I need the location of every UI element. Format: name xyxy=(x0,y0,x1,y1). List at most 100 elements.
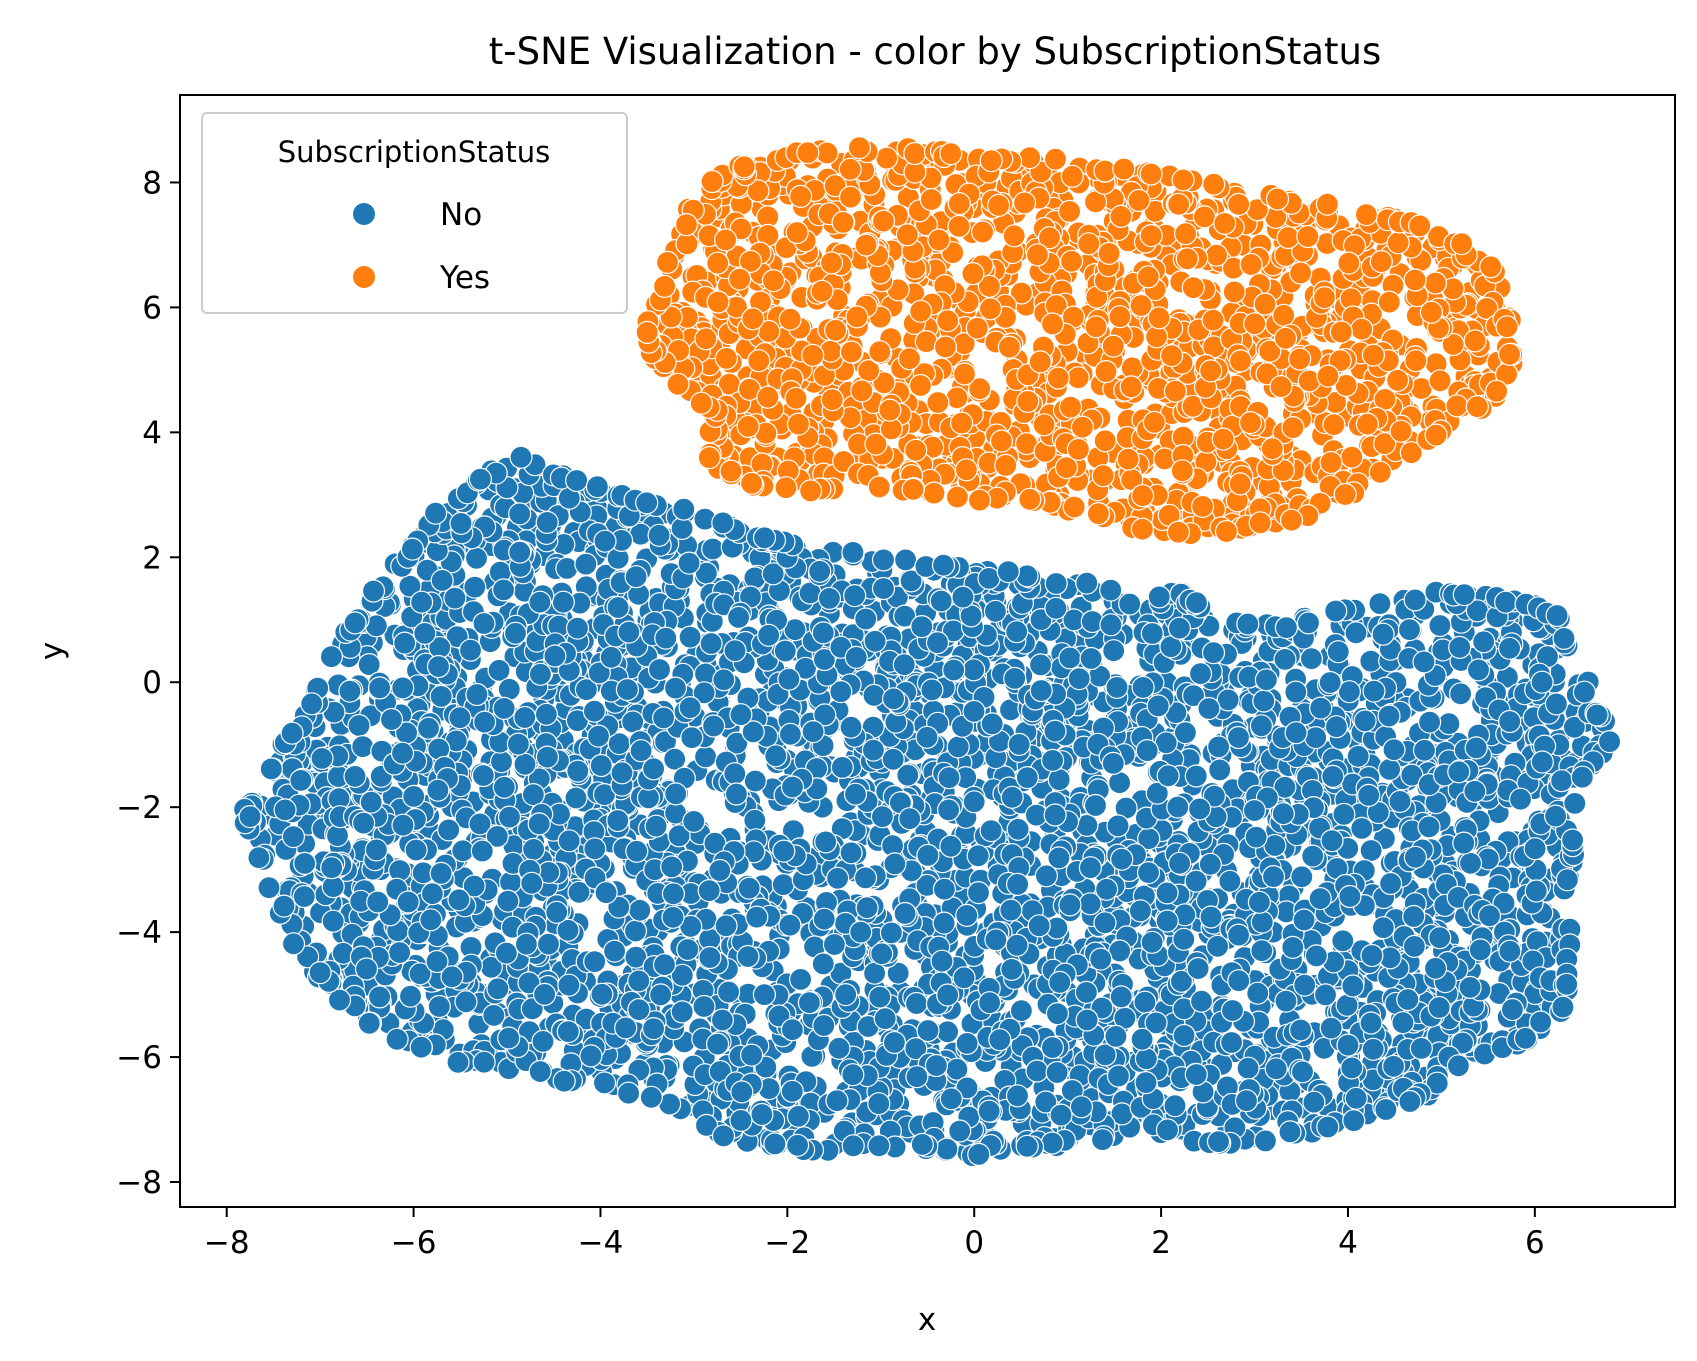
point-no xyxy=(1338,884,1362,909)
point-no xyxy=(830,755,854,780)
point-no xyxy=(1572,680,1597,704)
point-no xyxy=(1446,1054,1471,1078)
point-no xyxy=(739,1043,764,1067)
point-no xyxy=(625,839,649,863)
point-no xyxy=(1197,696,1221,721)
point-no xyxy=(839,841,863,865)
point-no xyxy=(812,1013,836,1038)
point-no xyxy=(1318,670,1342,695)
point-no xyxy=(752,982,777,1007)
point-no xyxy=(557,973,581,997)
point-no xyxy=(1110,847,1134,871)
point-no xyxy=(1015,564,1039,588)
point-no xyxy=(1452,582,1476,607)
point-no xyxy=(871,548,896,572)
point-no xyxy=(723,762,747,786)
point-no xyxy=(1131,675,1155,700)
points-layer xyxy=(233,136,1622,1168)
point-no xyxy=(1466,658,1491,682)
point-no xyxy=(1290,865,1314,889)
point-no xyxy=(385,1027,409,1051)
point-no xyxy=(1409,1036,1433,1061)
point-no xyxy=(1494,590,1518,614)
point-no xyxy=(482,1003,506,1028)
point-no xyxy=(773,639,797,663)
point-no xyxy=(904,991,929,1016)
point-no xyxy=(1130,1027,1154,1051)
point-no xyxy=(882,1030,907,1055)
point-no xyxy=(594,881,618,905)
point-no xyxy=(508,540,532,564)
point-no xyxy=(1099,613,1123,637)
point-no xyxy=(780,1079,804,1103)
point-no xyxy=(1281,935,1305,960)
point-no xyxy=(977,566,1001,591)
point-no xyxy=(628,898,652,922)
point-no xyxy=(357,1011,381,1035)
point-no xyxy=(1463,779,1487,803)
point-no xyxy=(300,692,324,716)
point-no xyxy=(1597,729,1622,754)
point-no xyxy=(247,846,271,870)
point-no xyxy=(413,621,437,646)
point-no xyxy=(670,1000,694,1024)
point-no xyxy=(1382,738,1406,762)
point-no xyxy=(1304,944,1329,968)
point-no xyxy=(497,805,522,829)
point-no xyxy=(1498,939,1522,963)
point-no xyxy=(726,605,751,630)
point-no xyxy=(361,579,386,603)
point-no xyxy=(1167,616,1192,640)
point-no xyxy=(1047,846,1071,870)
point-no xyxy=(1242,798,1267,823)
point-no xyxy=(652,953,677,977)
point-no xyxy=(737,876,761,900)
point-no xyxy=(506,732,531,756)
point-no xyxy=(497,677,521,701)
point-no xyxy=(492,578,516,602)
point-no xyxy=(528,662,553,686)
point-no xyxy=(708,858,732,883)
point-no xyxy=(1293,973,1317,997)
point-no xyxy=(388,940,412,965)
point-no xyxy=(1049,1103,1073,1127)
chart-title: t-SNE Visualization - color by Subscript… xyxy=(489,30,1382,73)
point-no xyxy=(1040,748,1065,773)
point-no xyxy=(497,1026,521,1050)
point-no xyxy=(920,678,944,702)
point-no xyxy=(494,941,518,965)
point-no xyxy=(1044,596,1068,620)
point-no xyxy=(1000,957,1024,982)
point-no xyxy=(1346,744,1370,768)
point-no xyxy=(711,511,735,535)
point-no xyxy=(532,982,557,1007)
point-no xyxy=(486,977,510,1001)
point-no xyxy=(1362,679,1386,703)
point-no xyxy=(259,757,283,781)
point-no xyxy=(777,667,801,691)
point-no xyxy=(808,559,832,583)
point-no xyxy=(952,966,976,990)
point-no xyxy=(1357,783,1381,808)
point-no xyxy=(1290,1060,1315,1084)
point-no xyxy=(1524,879,1548,903)
point-no xyxy=(398,984,423,1008)
point-no xyxy=(624,565,648,589)
point-no xyxy=(556,1019,580,1044)
point-no xyxy=(1167,851,1192,875)
point-no xyxy=(1133,990,1157,1014)
point-no xyxy=(272,894,296,918)
point-no xyxy=(757,623,781,647)
point-no xyxy=(841,540,865,565)
point-no xyxy=(1585,703,1609,727)
point-no xyxy=(1136,860,1161,885)
point-no xyxy=(1549,769,1574,793)
point-no xyxy=(1069,1095,1094,1119)
point-no xyxy=(785,1133,810,1157)
point-no xyxy=(1187,797,1212,821)
point-no xyxy=(468,467,492,491)
point-no xyxy=(1335,993,1359,1017)
point-no xyxy=(1236,612,1260,636)
point-no xyxy=(582,699,607,723)
point-no xyxy=(935,1020,960,1044)
